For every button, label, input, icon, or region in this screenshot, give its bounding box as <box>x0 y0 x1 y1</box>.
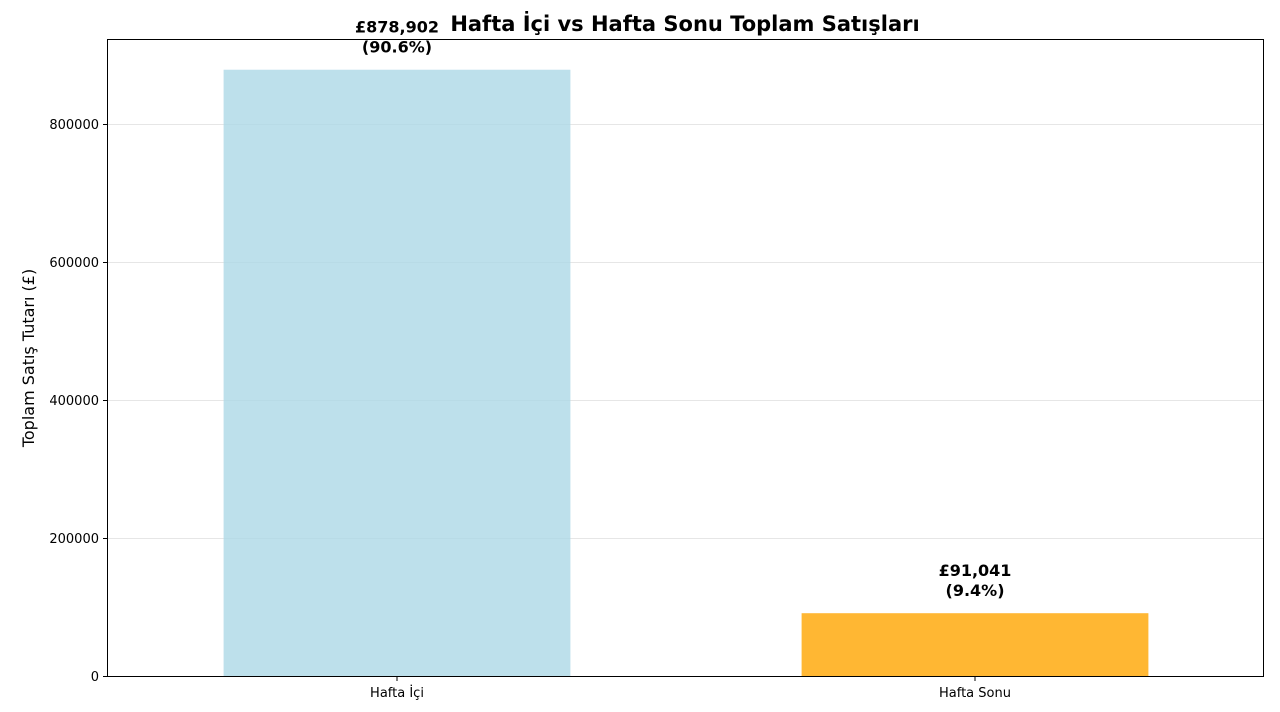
bar-value-label: £91,041 <box>939 561 1012 580</box>
bar-percent-label: (90.6%) <box>362 38 432 57</box>
bar <box>801 613 1149 676</box>
y-tick-label: 400000 <box>49 394 99 409</box>
y-tick-label: 600000 <box>49 256 99 271</box>
bar-percent-label: (9.4%) <box>946 581 1005 600</box>
y-axis-ticks: 0 200000 400000 600000 800000 <box>49 118 108 685</box>
y-axis-label: Toplam Satış Tutarı (£) <box>19 269 38 448</box>
bar <box>223 69 571 677</box>
y-tick-label: 0 <box>91 670 99 685</box>
x-axis-ticks: Hafta İçi Hafta Sonu <box>370 676 1011 701</box>
x-tick-label: Hafta Sonu <box>939 686 1011 701</box>
chart-title: Hafta İçi vs Hafta Sonu Toplam Satışları <box>450 11 919 36</box>
y-tick-label: 800000 <box>49 118 99 133</box>
y-tick-label: 200000 <box>49 532 99 547</box>
bars <box>223 69 1149 677</box>
bar-value-label: £878,902 <box>355 18 439 37</box>
data-labels: £878,902(90.6%) £91,041(9.4%) <box>355 18 1011 600</box>
plot-frame <box>107 39 1264 677</box>
x-tick-label: Hafta İçi <box>370 685 424 701</box>
